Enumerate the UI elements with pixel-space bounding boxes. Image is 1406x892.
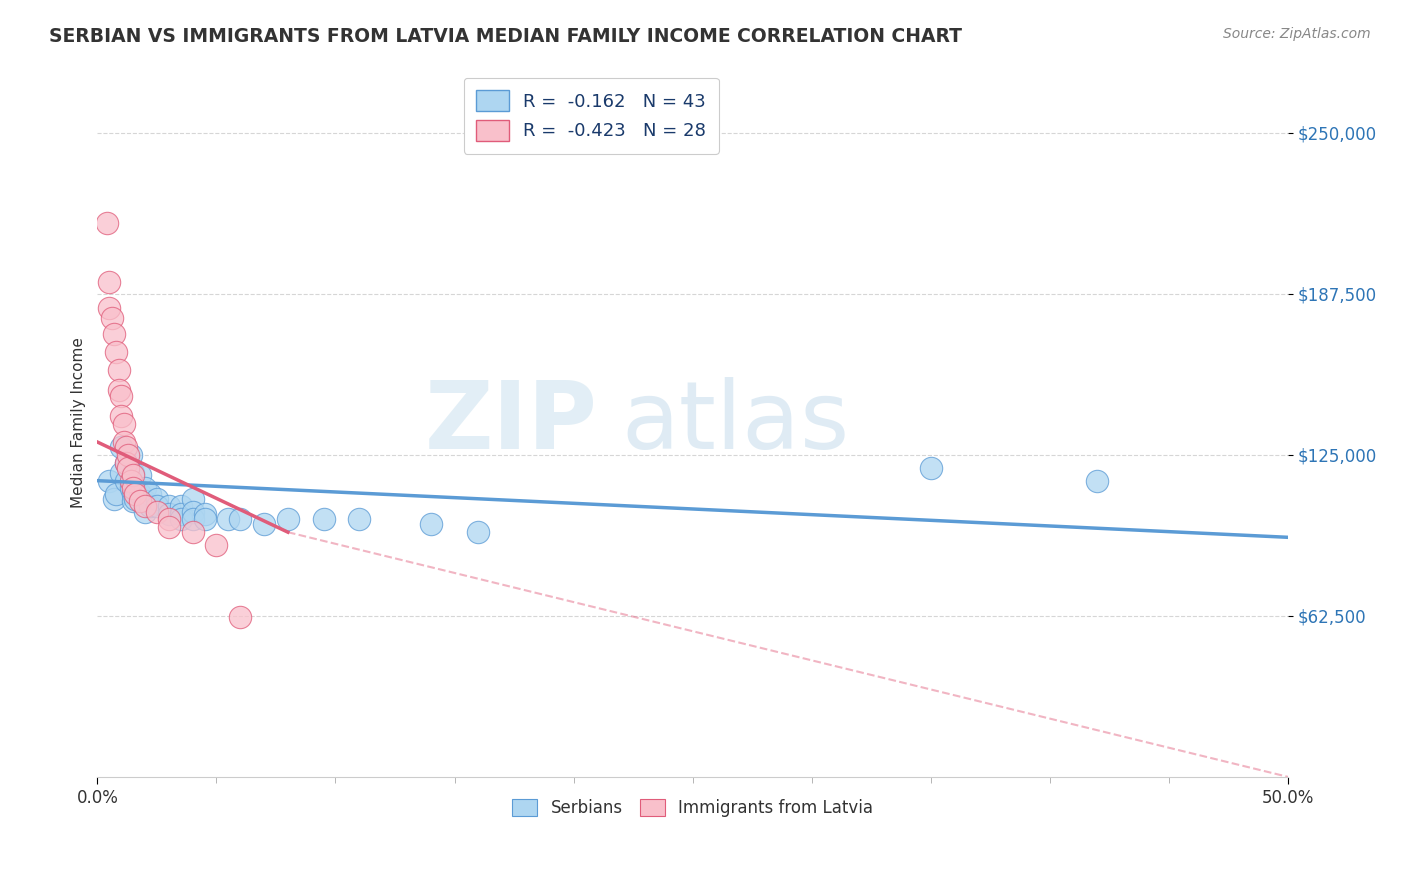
Text: atlas: atlas [621, 376, 849, 468]
Point [170, 500, 193, 514]
Point [98, 275, 121, 289]
Point [107, 384, 129, 398]
Point [110, 440, 132, 454]
Point [253, 517, 276, 532]
Point [134, 482, 156, 496]
Text: SERBIAN VS IMMIGRANTS FROM LATVIA MEDIAN FAMILY INCOME CORRELATION CHART: SERBIAN VS IMMIGRANTS FROM LATVIA MEDIAN… [49, 27, 962, 45]
Point [205, 538, 228, 552]
Point [122, 482, 145, 496]
Point [134, 494, 156, 508]
Point [138, 500, 160, 514]
Point [277, 512, 299, 526]
Point [157, 500, 180, 514]
Point [920, 460, 942, 475]
Point [122, 468, 145, 483]
Point [193, 507, 215, 521]
Legend: Serbians, Immigrants from Latvia: Serbians, Immigrants from Latvia [505, 790, 882, 825]
Point [98, 301, 121, 315]
Point [98, 474, 121, 488]
Text: Source: ZipAtlas.com: Source: ZipAtlas.com [1223, 27, 1371, 41]
Point [107, 363, 129, 377]
Point [117, 460, 139, 475]
Point [134, 500, 156, 514]
Point [120, 482, 142, 496]
Point [229, 512, 252, 526]
Point [103, 491, 125, 506]
Point [110, 409, 132, 424]
Point [122, 466, 145, 480]
Point [134, 504, 156, 518]
Point [112, 435, 135, 450]
Point [181, 491, 204, 506]
Point [312, 512, 335, 526]
Point [124, 491, 146, 506]
Point [96, 216, 118, 230]
Point [170, 507, 193, 521]
Point [217, 512, 239, 526]
Point [100, 311, 122, 326]
Point [122, 486, 145, 500]
Point [181, 525, 204, 540]
Point [120, 474, 142, 488]
Point [124, 479, 146, 493]
Y-axis label: Median Family Income: Median Family Income [72, 337, 86, 508]
Point [170, 512, 193, 526]
Point [229, 610, 252, 624]
Point [122, 494, 145, 508]
Point [181, 512, 204, 526]
Point [467, 525, 489, 540]
Point [110, 389, 132, 403]
Point [115, 456, 138, 470]
Point [146, 491, 169, 506]
Point [115, 440, 138, 454]
Point [129, 494, 152, 508]
Point [157, 512, 180, 526]
Point [146, 500, 169, 514]
Point [115, 474, 138, 488]
Point [120, 448, 142, 462]
Point [349, 512, 371, 526]
Point [138, 486, 160, 500]
Text: ZIP: ZIP [425, 376, 598, 468]
Point [105, 344, 128, 359]
Point [146, 504, 169, 518]
Point [419, 517, 441, 532]
Point [157, 507, 180, 521]
Point [1087, 474, 1109, 488]
Point [129, 468, 152, 483]
Point [129, 486, 152, 500]
Point [193, 512, 215, 526]
Point [110, 466, 132, 480]
Point [105, 486, 128, 500]
Point [117, 448, 139, 462]
Point [115, 456, 138, 470]
Point [181, 504, 204, 518]
Point [124, 486, 146, 500]
Point [112, 417, 135, 431]
Point [157, 520, 180, 534]
Point [103, 326, 125, 341]
